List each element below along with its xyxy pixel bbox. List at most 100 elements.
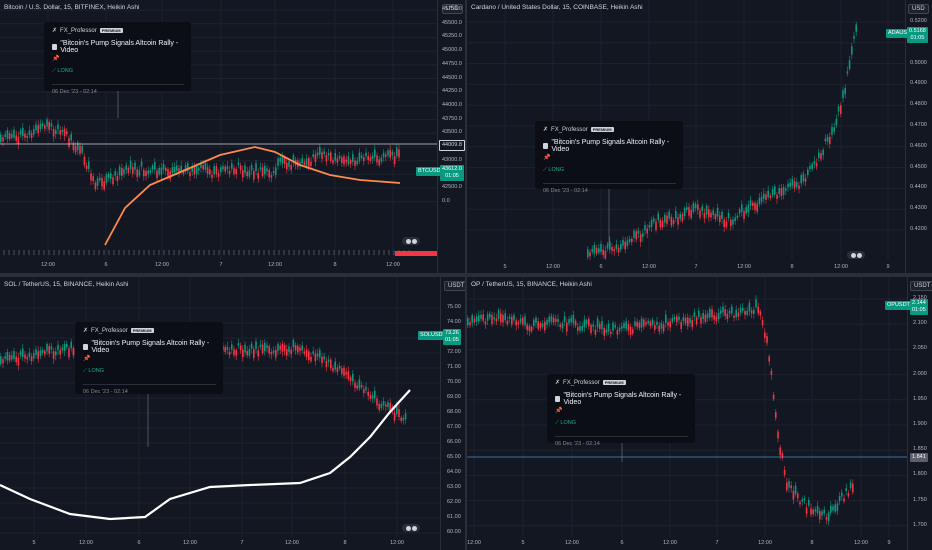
candle-body [632,329,634,334]
candle-body [70,134,72,141]
candle-body [275,167,277,176]
last-price-tag: 73.26 01:05 [443,329,461,345]
time-axis-label: 5 [32,540,36,546]
events-button[interactable] [847,251,865,259]
candle-body [211,174,213,178]
candle-body [279,157,281,162]
candle-body [371,395,374,399]
candle-body [365,386,367,391]
candle-body [24,133,26,138]
candle-body [321,356,323,364]
premium-badge: PREMIUM [602,380,626,385]
candle-body [821,511,823,516]
chart-canvas-btc[interactable] [0,0,437,260]
candle-body [724,309,726,316]
candle-body [374,149,376,158]
chart-pane-op[interactable]: OP / TetherUS, 15, BINANCE, Heikin Ashi … [467,277,932,550]
chart-pane-btc[interactable]: Bitcoin / U.S. Dollar, 15, BITFINEX, Hei… [0,0,465,273]
price-axis-label: 70.00 [447,379,461,385]
candle-body [730,219,732,227]
candle-body [261,344,264,354]
candle-body [81,146,83,153]
candle-body [786,482,788,491]
candle-body [705,205,708,215]
candle-body [533,319,535,327]
pane-divider-horizontal[interactable] [0,273,932,277]
chart-pane-sol[interactable]: SOL / TetherUS, 15, BINANCE, Heikin Ashi… [0,277,465,550]
candle-body [343,367,345,376]
time-axis-label: 7 [240,540,244,546]
idea-author[interactable]: FX_Professor [563,379,600,386]
candle-body [277,343,279,352]
candle-body [658,325,660,332]
candle-body [233,167,235,174]
candle-body [752,202,754,207]
chart-canvas-op[interactable] [467,277,907,537]
candle-body [725,221,728,227]
candle-body [524,316,526,326]
idea-card[interactable]: ✗ FX_Professor PREMIUM "Bitcoin's Pump Sig… [535,121,683,194]
chart-canvas-ada[interactable] [467,0,905,260]
chart-canvas-sol[interactable] [0,277,440,537]
candle-body [759,311,762,316]
idea-author[interactable]: FX_Professor [91,327,128,334]
price-axis-label: 68.00 [447,409,461,415]
candle-body [694,204,697,208]
candle-body [855,24,857,32]
candle-body [114,171,116,176]
candle-body [644,225,646,231]
price-axis[interactable] [905,0,932,273]
currency-button[interactable]: USDT [910,281,932,291]
chart-pane-ada[interactable]: Cardano / United States Dollar, 15, COIN… [467,0,932,273]
idea-title[interactable]: "Bitcoin's Pump Signals Altcoin Rally - … [551,139,670,153]
events-button[interactable] [402,237,420,245]
candle-body [656,321,658,325]
candle-body [48,122,50,130]
currency-button[interactable]: USDT [444,281,465,291]
candle-body [568,319,570,324]
candle-body [822,149,824,156]
candle-body [338,365,341,369]
candle-body [726,313,729,320]
candle-body [809,165,811,170]
candle-body [312,351,314,354]
candle-body [28,130,31,135]
idea-title[interactable]: "Bitcoin's Pump Signals Altcoin Rally - … [60,40,179,54]
idea-card[interactable]: ✗ FX_Professor PREMIUM "Bitcoin's Pump Sig… [44,22,191,95]
candle-body [327,359,330,363]
currency-button[interactable]: USD [908,4,929,14]
candle-body [389,149,391,158]
idea-author[interactable]: FX_Professor [60,27,97,34]
currency-button[interactable]: USD [442,4,463,14]
time-axis-label: 7 [694,264,698,270]
time-axis-label: 12:00 [663,540,677,546]
idea-title[interactable]: "Bitcoin's Pump Signals Altcoin Rally - … [91,340,210,354]
candle-body [577,327,579,331]
candle-body [99,177,101,181]
price-axis[interactable] [437,0,465,273]
idea-title[interactable]: "Bitcoin's Pump Signals Altcoin Rally - … [563,392,682,406]
candle-body [837,106,840,112]
candle-body [807,169,809,175]
candle-body [378,403,380,410]
idea-author[interactable]: FX_Professor [551,126,588,133]
events-button[interactable] [402,524,420,532]
candle-body [675,210,677,219]
candle-body [702,312,704,319]
price-axis-label: 60.00 [447,529,461,535]
candle-body [798,185,800,189]
idea-card[interactable]: ✗ FX_Professor PREMIUM "Bitcoin's Pump Sig… [75,322,223,395]
candle-body [398,149,400,158]
idea-card[interactable]: ✗ FX_Professor PREMIUM "Bitcoin's Pump Sig… [547,374,695,447]
price-axis-label: 44500.0 [442,74,462,81]
candle-body [600,243,602,253]
candle-body [187,163,189,172]
candle-body [716,207,719,217]
candle-body [698,310,700,317]
price-axis[interactable] [907,277,932,550]
candle-body [396,147,398,156]
time-axis-label: 6 [599,264,603,270]
candle-body [255,341,257,350]
candle-body [617,247,620,253]
price-axis[interactable] [440,277,465,550]
